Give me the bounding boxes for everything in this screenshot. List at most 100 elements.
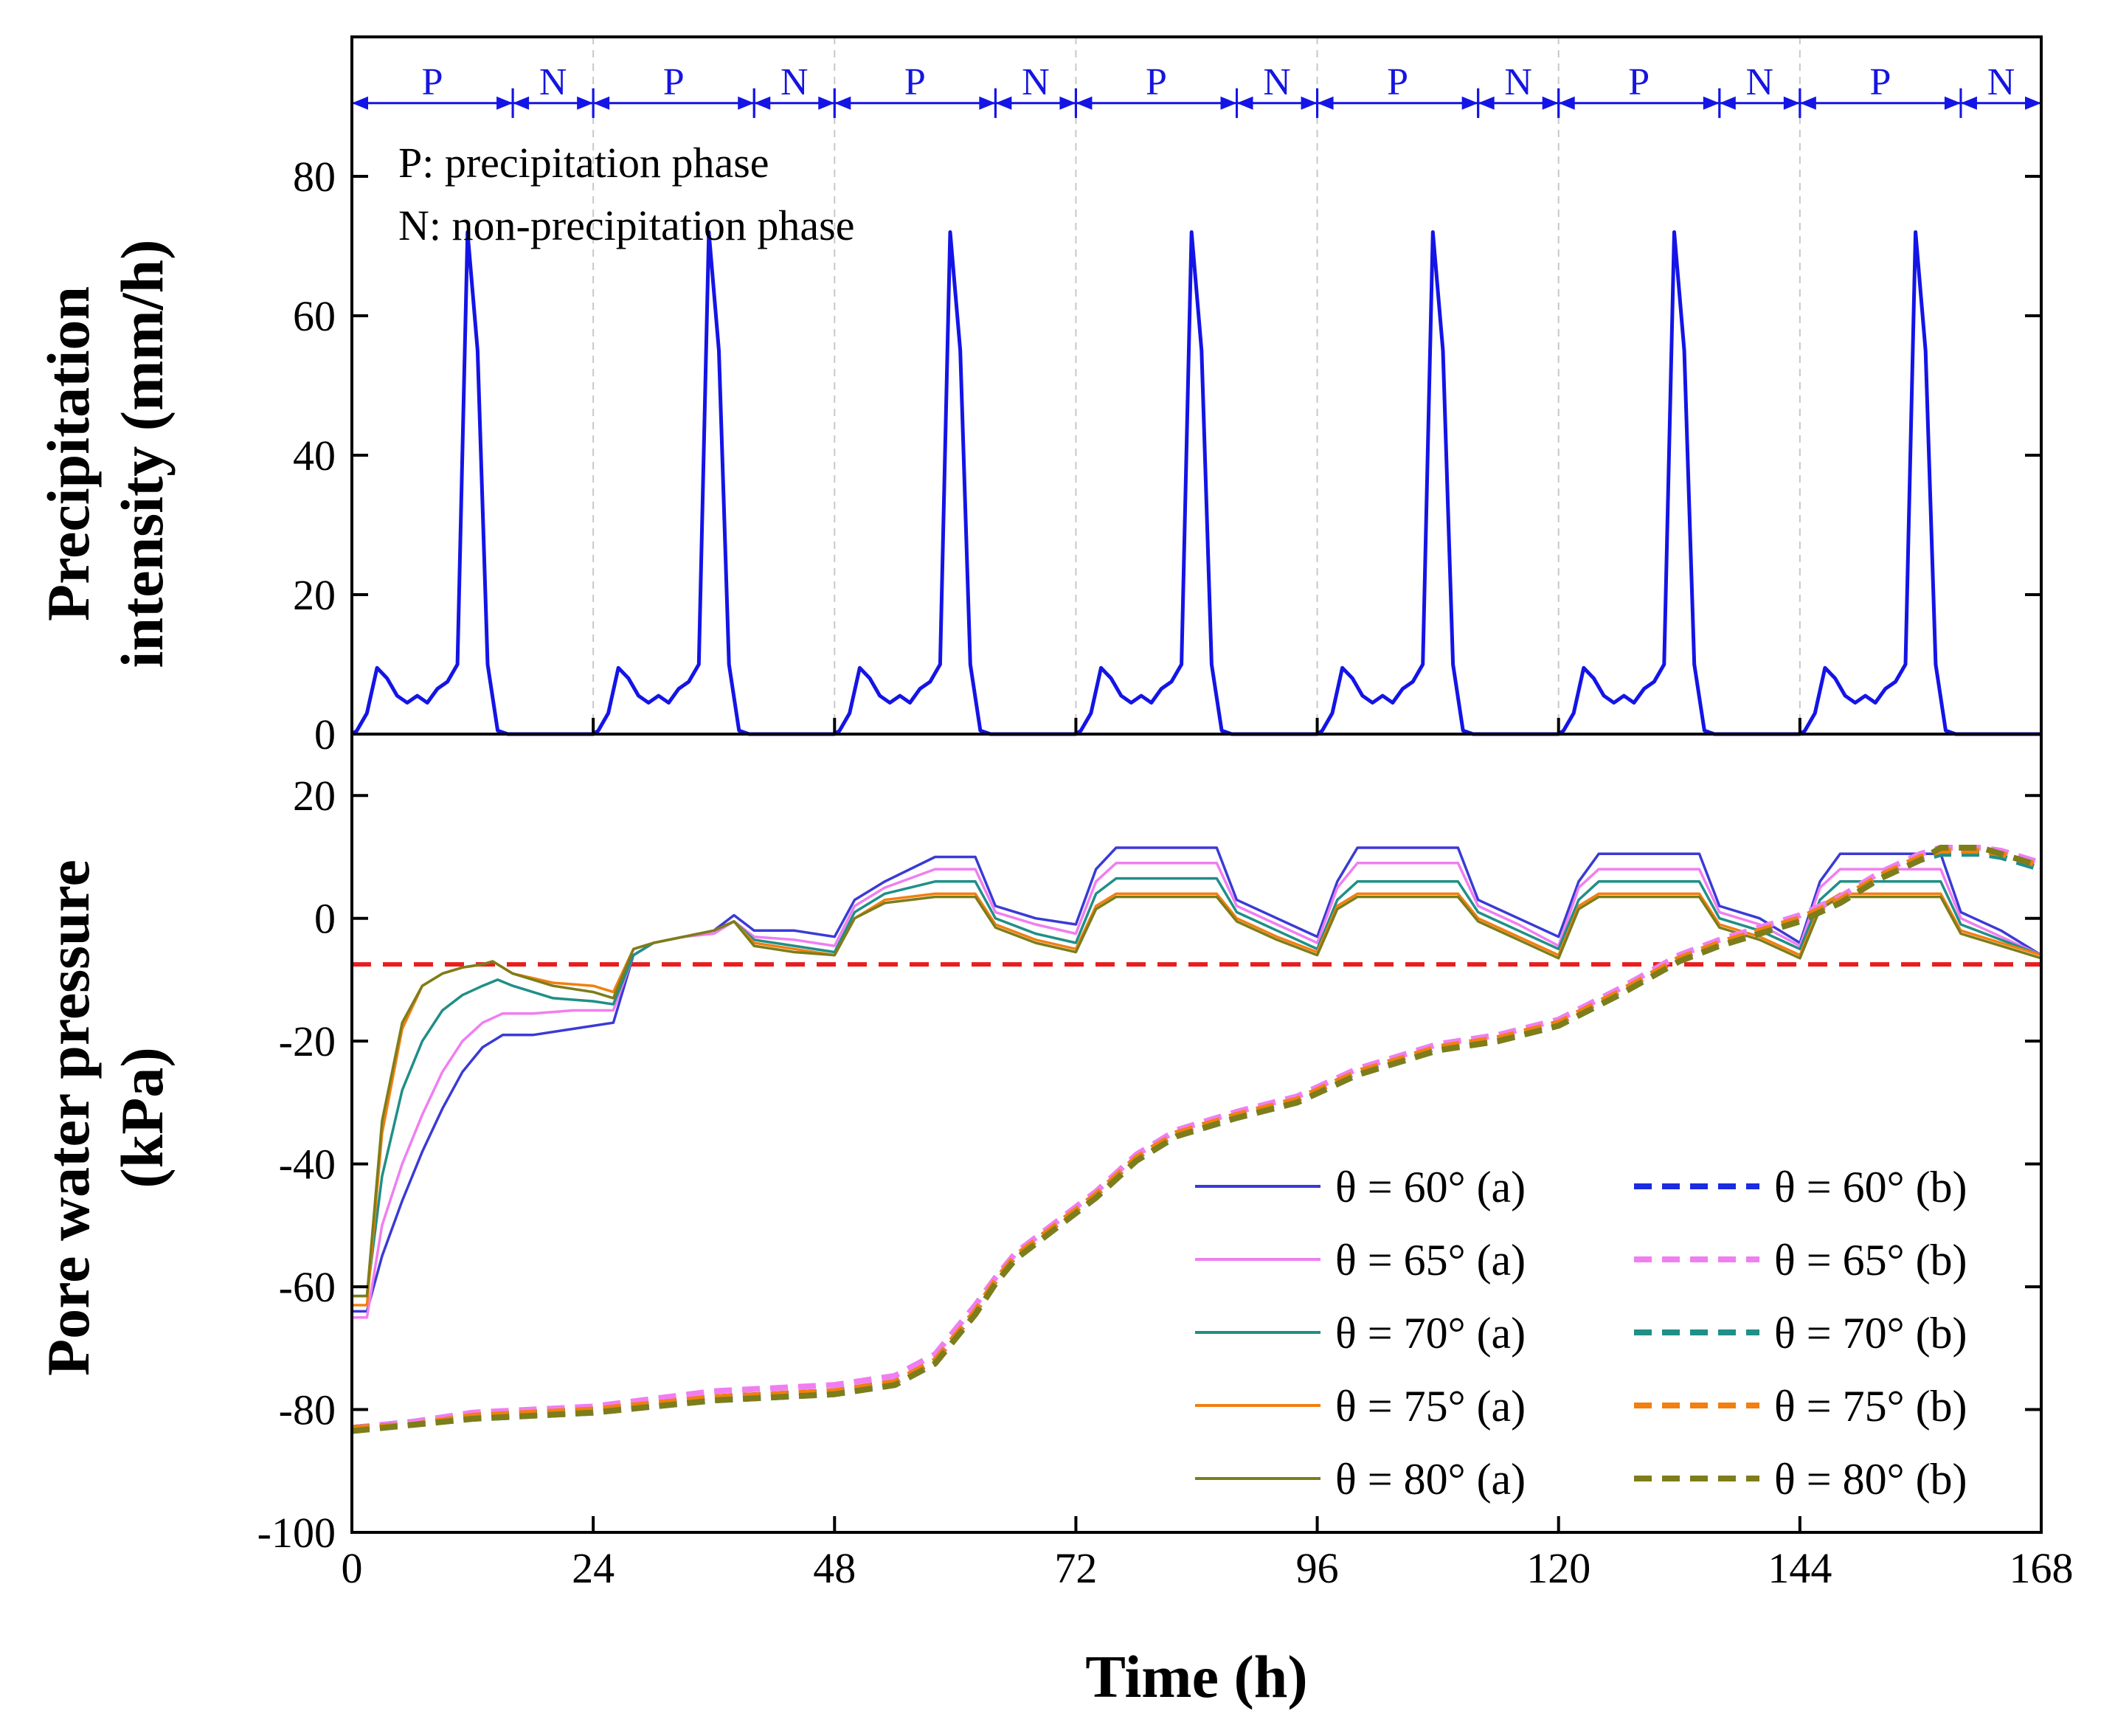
phase-label-n: N xyxy=(539,61,567,103)
note-precipitation-phase: P: precipitation phase xyxy=(398,139,769,187)
legend-label-theta-65-b: θ = 65° (b) xyxy=(1774,1236,1967,1284)
phase-label-bg xyxy=(1017,73,1053,96)
x-tick-label: 144 xyxy=(1768,1544,1832,1592)
axes-layer xyxy=(350,35,2043,1534)
top-y-tick-label: 40 xyxy=(293,432,336,480)
series-line-theta-80-a xyxy=(352,895,2042,1298)
phase-arrowhead-left xyxy=(995,96,1012,110)
phase-label-n: N xyxy=(1504,61,1532,103)
ticks-layer: 0 24 48 72 96 120 144 168 0 20 40 60 80 -100 -80 -60 -40… xyxy=(257,153,2074,1592)
bottom-y-tick-label: 0 xyxy=(314,895,336,943)
phase-label-n: N xyxy=(1263,61,1291,103)
legend-label-theta-75-b: θ = 75° (b) xyxy=(1774,1382,1967,1431)
phase-arrowhead-left xyxy=(1799,96,1816,110)
phase-label-p: P xyxy=(1387,61,1408,103)
phase-label-bg xyxy=(1621,73,1657,96)
top-y-tick-label: 0 xyxy=(314,710,336,758)
series-line-theta-80-b xyxy=(351,845,2043,1434)
phase-arrowhead-right xyxy=(979,96,996,110)
top-day-boundary-grid xyxy=(592,37,1801,734)
phase-arrowhead-left xyxy=(593,96,610,110)
phase-arrowhead-right xyxy=(738,96,755,110)
legend-label-theta-80-b: θ = 80° (b) xyxy=(1774,1455,1967,1504)
x-axis-title: Time (h) xyxy=(1085,1643,1307,1710)
bottom-y-tick-label: -20 xyxy=(279,1017,336,1065)
phase-label-bg xyxy=(415,73,451,96)
phase-label-bg xyxy=(897,73,933,96)
phase-label-bg xyxy=(1742,73,1778,96)
phase-label-bg xyxy=(1259,73,1295,96)
phase-label-bg xyxy=(1380,73,1416,96)
bottom-ylabel-line-2: (kPa) xyxy=(108,1047,176,1188)
top-series-layer xyxy=(350,230,2041,736)
bottom-y-tick-label: -60 xyxy=(279,1263,336,1311)
bottom-y-tick-label: -40 xyxy=(279,1141,336,1189)
phase-label-bg xyxy=(535,73,571,96)
phase-arrowhead-left xyxy=(834,96,851,110)
note-non-precipitation-phase: N: non-precipitation phase xyxy=(398,201,855,249)
phase-label-n: N xyxy=(1987,61,2015,103)
phase-arrowhead-left xyxy=(1236,96,1253,110)
x-tick-label: 24 xyxy=(572,1544,615,1592)
legend-label-theta-80-a: θ = 80° (a) xyxy=(1335,1455,1526,1504)
phase-label-p: P xyxy=(663,61,685,103)
phase-label-n: N xyxy=(780,61,809,103)
legend: θ = 60° (a) θ = 65° (a) θ = 70° (a) θ = 75°… xyxy=(1195,1163,1967,1504)
phase-label-p: P xyxy=(1146,61,1167,103)
phase-label-p: P xyxy=(904,61,926,103)
phase-arrowhead-right xyxy=(496,96,513,110)
phase-arrowhead-right xyxy=(1220,96,1237,110)
phase-arrowhead-right xyxy=(1301,96,1318,110)
phase-arrowhead-right xyxy=(1944,96,1961,110)
x-tick-label: 0 xyxy=(342,1544,363,1592)
phase-arrowhead-left xyxy=(1558,96,1575,110)
precipitation-line xyxy=(350,230,2041,736)
phase-label-n: N xyxy=(1022,61,1050,103)
legend-label-theta-65-a: θ = 65° (a) xyxy=(1335,1236,1526,1284)
legend-label-theta-60-a: θ = 60° (a) xyxy=(1335,1163,1526,1211)
phase-arrowhead-right xyxy=(577,96,594,110)
phase-label-p: P xyxy=(1869,61,1891,103)
bottom-y-tick-label: 20 xyxy=(293,772,336,820)
legend-label-theta-70-a: θ = 70° (a) xyxy=(1335,1309,1526,1358)
x-tick-label: 168 xyxy=(2010,1544,2074,1592)
top-y-tick-label: 60 xyxy=(293,292,336,340)
phase-arrowhead-right xyxy=(1059,96,1076,110)
phase-label-bg xyxy=(1862,73,1898,96)
phase-label-bg xyxy=(1138,73,1174,96)
phase-arrowhead-left xyxy=(352,96,368,110)
phase-label-n: N xyxy=(1746,61,1774,103)
phase-arrowhead-right xyxy=(1703,96,1720,110)
x-tick-label: 120 xyxy=(1526,1544,1590,1592)
top-y-tick-label: 80 xyxy=(293,153,336,201)
phase-arrowhead-left xyxy=(1960,96,1977,110)
phase-arrowhead-left xyxy=(1719,96,1736,110)
phase-label-p: P xyxy=(422,61,443,103)
phase-arrowhead-right xyxy=(1461,96,1478,110)
phase-label-bg xyxy=(1500,73,1537,96)
legend-label-theta-60-b: θ = 60° (b) xyxy=(1774,1163,1967,1211)
x-tick-label: 48 xyxy=(813,1544,856,1592)
top-y-tick-label: 20 xyxy=(293,571,336,619)
phase-arrowhead-right xyxy=(1783,96,1800,110)
bottom-y-tick-label: -80 xyxy=(279,1386,336,1434)
phase-arrowhead-left xyxy=(513,96,530,110)
phase-label-bg xyxy=(776,73,812,96)
phase-arrowhead-right xyxy=(1542,96,1559,110)
x-tick-label: 72 xyxy=(1054,1544,1097,1592)
top-ylabel-line-2: intensity (mm/h) xyxy=(108,240,176,668)
series-line-theta-65-a xyxy=(352,862,2042,1319)
legend-label-theta-75-a: θ = 75° (a) xyxy=(1335,1382,1526,1431)
phase-arrowhead-left xyxy=(754,96,771,110)
series-line-theta-60-a xyxy=(352,846,2042,1313)
bottom-ylabel-line-1: Pore water pressure xyxy=(35,860,102,1376)
phase-arrowhead-left xyxy=(1478,96,1495,110)
x-tick-label: 96 xyxy=(1296,1544,1339,1592)
legend-label-theta-70-b: θ = 70° (b) xyxy=(1774,1309,1967,1358)
series-line-theta-70-a xyxy=(352,876,2042,1298)
phase-arrowhead-right xyxy=(818,96,835,110)
plot-frame xyxy=(350,35,2043,1534)
